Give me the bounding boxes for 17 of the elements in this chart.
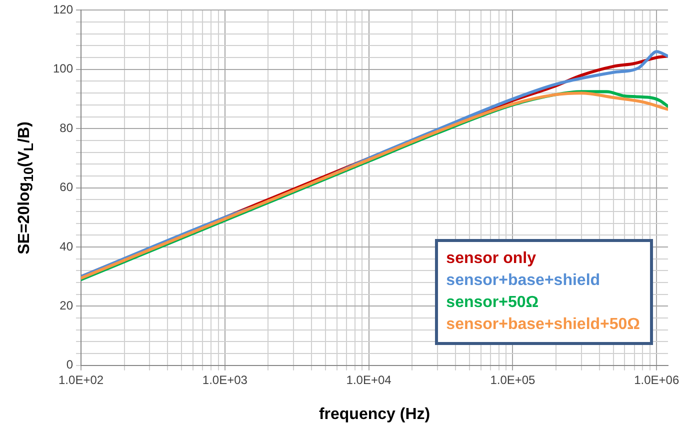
y-tick-label: 0 (66, 358, 74, 372)
text: sensor+base+shield (446, 271, 602, 292)
x-axis-title: frequency (Hz) (318, 406, 430, 423)
text: sensor+base+shield+50Ω (446, 315, 640, 336)
y-tick-label: 40 (60, 239, 74, 254)
x-tick-label: 1.0E+05 (490, 372, 536, 387)
y-tick-label: 120 (52, 2, 74, 17)
x-tick-label: 1.0E+04 (346, 372, 392, 387)
y-tick-label: 60 (60, 180, 74, 194)
x-tick-label: 1.0E+02 (58, 372, 104, 387)
y-tick-label: 20 (60, 298, 74, 313)
text: sensor+50Ω (446, 293, 540, 314)
y-tick-label: 80 (60, 120, 74, 135)
x-tick-label: 1.0E+03 (202, 372, 248, 387)
y-tick-label: 100 (52, 62, 74, 76)
x-tick-label: 1.0E+06 (634, 372, 680, 387)
text: sensor only (446, 249, 537, 270)
